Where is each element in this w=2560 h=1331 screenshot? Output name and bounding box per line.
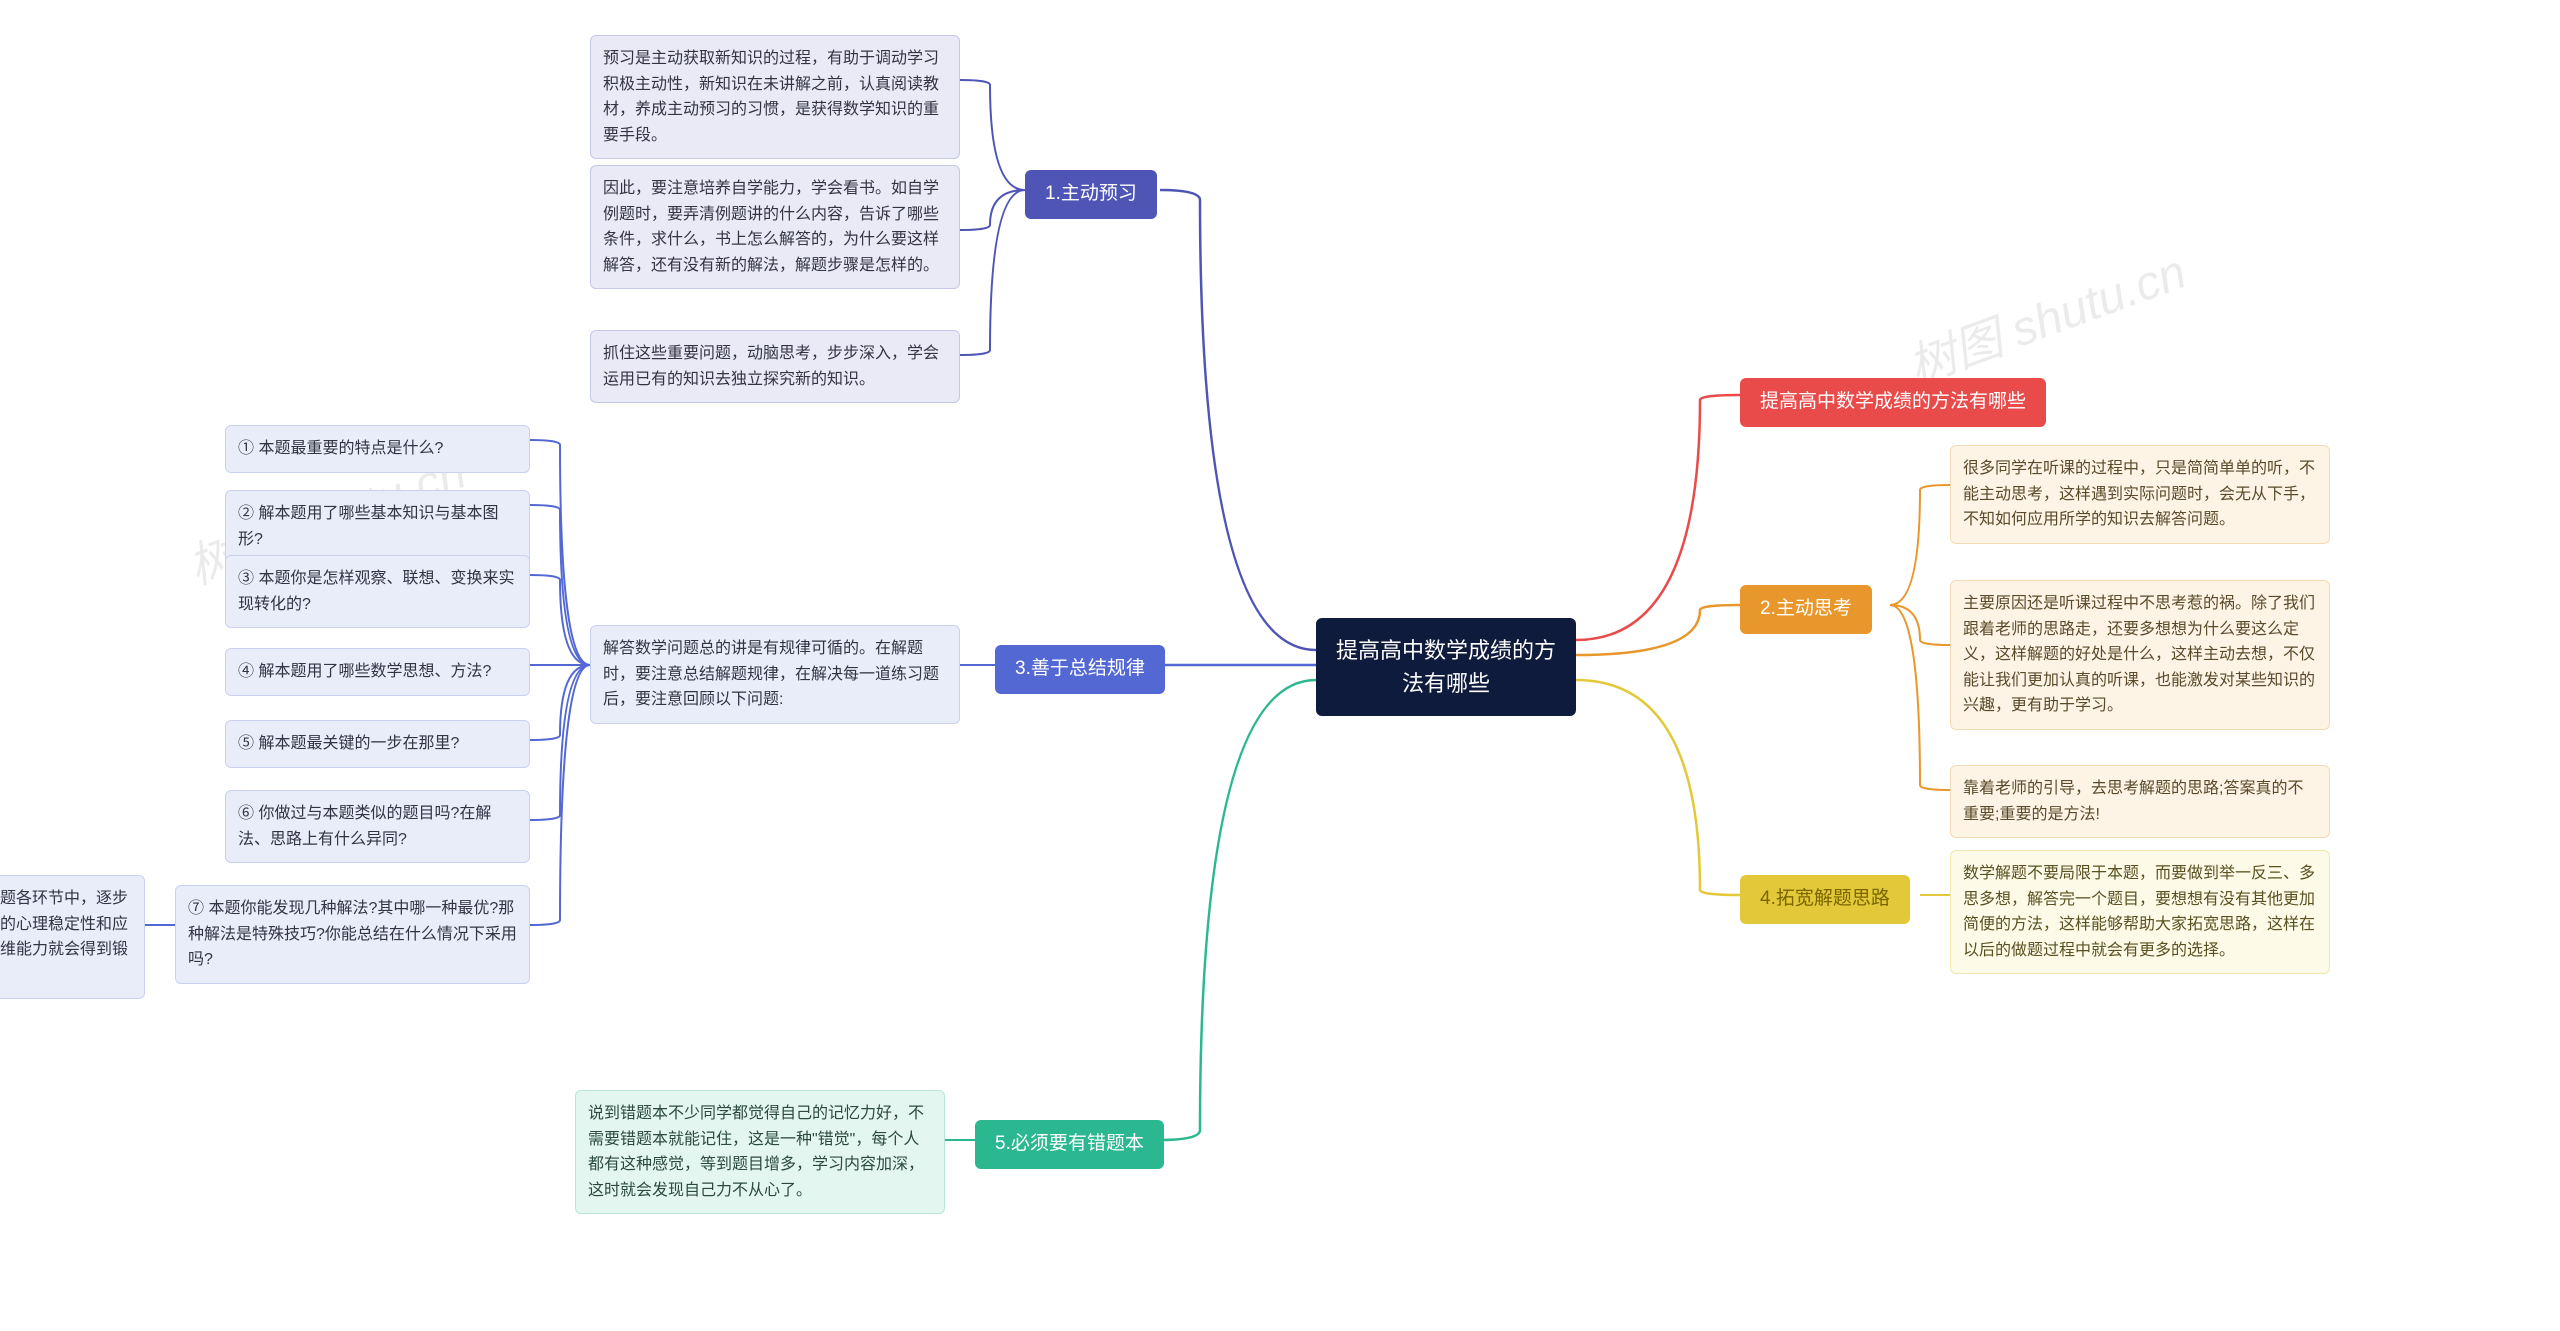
branch-1-leaf-0: 预习是主动获取新知识的过程，有助于调动学习积极主动性，新知识在未讲解之前，认真阅… bbox=[590, 35, 960, 159]
branch-1-leaf-2: 抓住这些重要问题，动脑思考，步步深入，学会运用已有的知识去独立探究新的知识。 bbox=[590, 330, 960, 403]
branch-3-q7: ⑦ 本题你能发现几种解法?其中哪一种最优?那种解法是特殊技巧?你能总结在什么情况… bbox=[175, 885, 530, 984]
branch-3-q2: ② 解本题用了哪些基本知识与基本图形? bbox=[225, 490, 530, 563]
branch-6: 提高高中数学成绩的方法有哪些 bbox=[1740, 378, 2046, 427]
branch-3-q4: ④ 解本题用了哪些数学思想、方法? bbox=[225, 648, 530, 696]
branch-3-summary: 把这一连串的问题贯穿于解题各环节中，逐步完善，持之以恒，孩子解题的心理稳定性和应… bbox=[0, 875, 145, 999]
branch-5: 5.必须要有错题本 bbox=[975, 1120, 1164, 1169]
branch-3-q3: ③ 本题你是怎样观察、联想、变换来实现转化的? bbox=[225, 555, 530, 628]
branch-1-leaf-1: 因此，要注意培养自学能力，学会看书。如自学例题时，要弄清例题讲的什么内容，告诉了… bbox=[590, 165, 960, 289]
branch-3-q5: ⑤ 解本题最关键的一步在那里? bbox=[225, 720, 530, 768]
branch-1: 1.主动预习 bbox=[1025, 170, 1157, 219]
branch-5-leaf-0: 说到错题本不少同学都觉得自己的记忆力好，不需要错题本就能记住，这是一种"错觉"，… bbox=[575, 1090, 945, 1214]
branch-2-leaf-1: 主要原因还是听课过程中不思考惹的祸。除了我们跟着老师的思路走，还要多想想为什么要… bbox=[1950, 580, 2330, 730]
branch-4: 4.拓宽解题思路 bbox=[1740, 875, 1910, 924]
branch-2: 2.主动思考 bbox=[1740, 585, 1872, 634]
branch-3-q6: ⑥ 你做过与本题类似的题目吗?在解法、思路上有什么异同? bbox=[225, 790, 530, 863]
branch-3-intro: 解答数学问题总的讲是有规律可循的。在解题时，要注意总结解题规律，在解决每一道练习… bbox=[590, 625, 960, 724]
watermark: 树图 shutu.cn bbox=[1897, 232, 2194, 397]
branch-2-leaf-2: 靠着老师的引导，去思考解题的思路;答案真的不重要;重要的是方法! bbox=[1950, 765, 2330, 838]
branch-3: 3.善于总结规律 bbox=[995, 645, 1165, 694]
branch-4-leaf-0: 数学解题不要局限于本题，而要做到举一反三、多思多想，解答完一个题目，要想想有没有… bbox=[1950, 850, 2330, 974]
branch-2-leaf-0: 很多同学在听课的过程中，只是简简单单的听，不能主动思考，这样遇到实际问题时，会无… bbox=[1950, 445, 2330, 544]
center-node: 提高高中数学成绩的方法有哪些 bbox=[1316, 618, 1576, 716]
branch-3-q1: ① 本题最重要的特点是什么? bbox=[225, 425, 530, 473]
